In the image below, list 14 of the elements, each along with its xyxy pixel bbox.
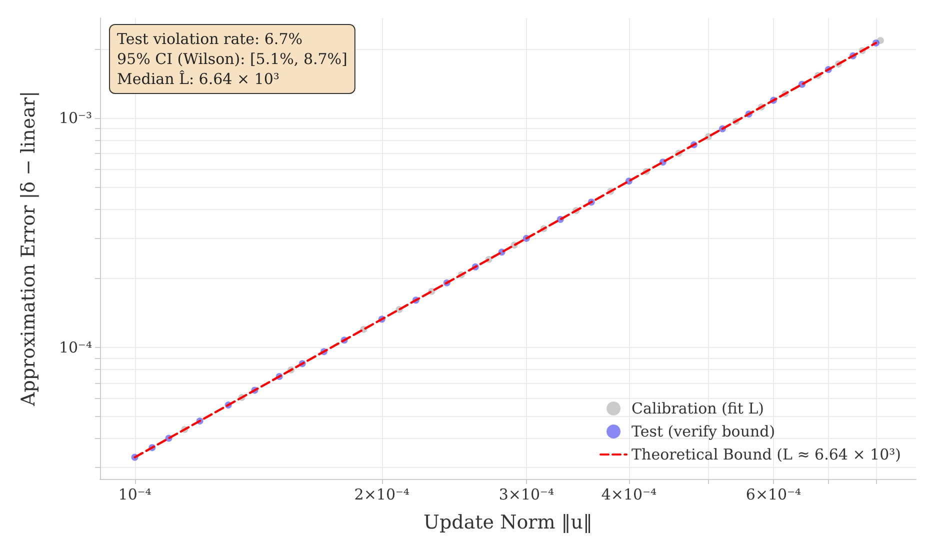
annotation: Median L̂: 6.64 × 10³: [117, 69, 280, 88]
legend-label: Test (verify bound): [632, 422, 776, 440]
x-tick-label: 4×10⁻⁴: [601, 486, 657, 504]
x-axis-title: Update Norm ‖u‖: [423, 512, 593, 534]
y-axis-title: Approximation Error |δ − linear|: [18, 90, 40, 408]
x-tick-label: 3×10⁻⁴: [498, 486, 554, 504]
annotation: Test violation rate: 6.7%: [117, 30, 302, 48]
legend-label: Theoretical Bound (L ≈ 6.64 × 10³): [632, 446, 902, 464]
annotation: 95% CI (Wilson): [5.1%, 8.7%]: [117, 50, 348, 68]
y-tick-label: 10⁻³: [58, 109, 92, 128]
x-tick-label: 6×10⁻⁴: [746, 486, 802, 504]
legend-label: Calibration (fit L): [632, 400, 764, 418]
x-tick-label: 2×10⁻⁴: [354, 486, 410, 504]
x-tick-label: 10⁻⁴: [118, 486, 152, 504]
